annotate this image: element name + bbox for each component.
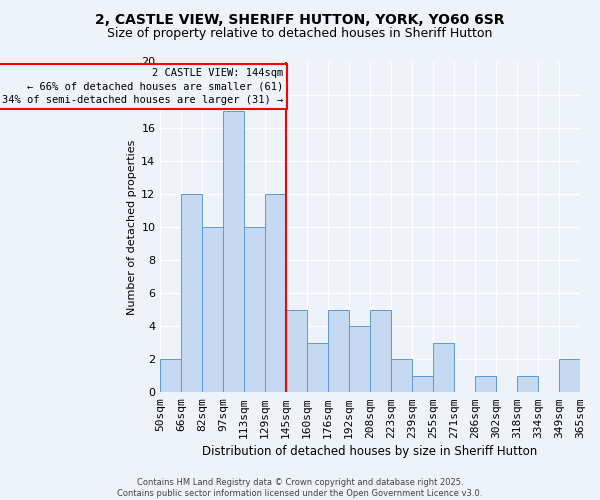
Bar — [286, 310, 307, 392]
Bar — [160, 359, 181, 392]
Text: 2 CASTLE VIEW: 144sqm
← 66% of detached houses are smaller (61)
34% of semi-deta: 2 CASTLE VIEW: 144sqm ← 66% of detached … — [2, 68, 283, 104]
Bar — [223, 111, 244, 392]
Bar — [202, 227, 223, 392]
Bar — [244, 227, 265, 392]
Bar — [370, 310, 391, 392]
Bar — [517, 376, 538, 392]
Bar — [412, 376, 433, 392]
Bar — [349, 326, 370, 392]
Bar — [433, 342, 454, 392]
Bar — [328, 310, 349, 392]
Bar — [307, 342, 328, 392]
Bar — [265, 194, 286, 392]
X-axis label: Distribution of detached houses by size in Sheriff Hutton: Distribution of detached houses by size … — [202, 444, 538, 458]
Text: Size of property relative to detached houses in Sheriff Hutton: Size of property relative to detached ho… — [107, 28, 493, 40]
Bar — [559, 359, 580, 392]
Bar — [475, 376, 496, 392]
Text: 2, CASTLE VIEW, SHERIFF HUTTON, YORK, YO60 6SR: 2, CASTLE VIEW, SHERIFF HUTTON, YORK, YO… — [95, 12, 505, 26]
Y-axis label: Number of detached properties: Number of detached properties — [127, 139, 137, 314]
Bar — [391, 359, 412, 392]
Bar — [181, 194, 202, 392]
Text: Contains HM Land Registry data © Crown copyright and database right 2025.
Contai: Contains HM Land Registry data © Crown c… — [118, 478, 482, 498]
